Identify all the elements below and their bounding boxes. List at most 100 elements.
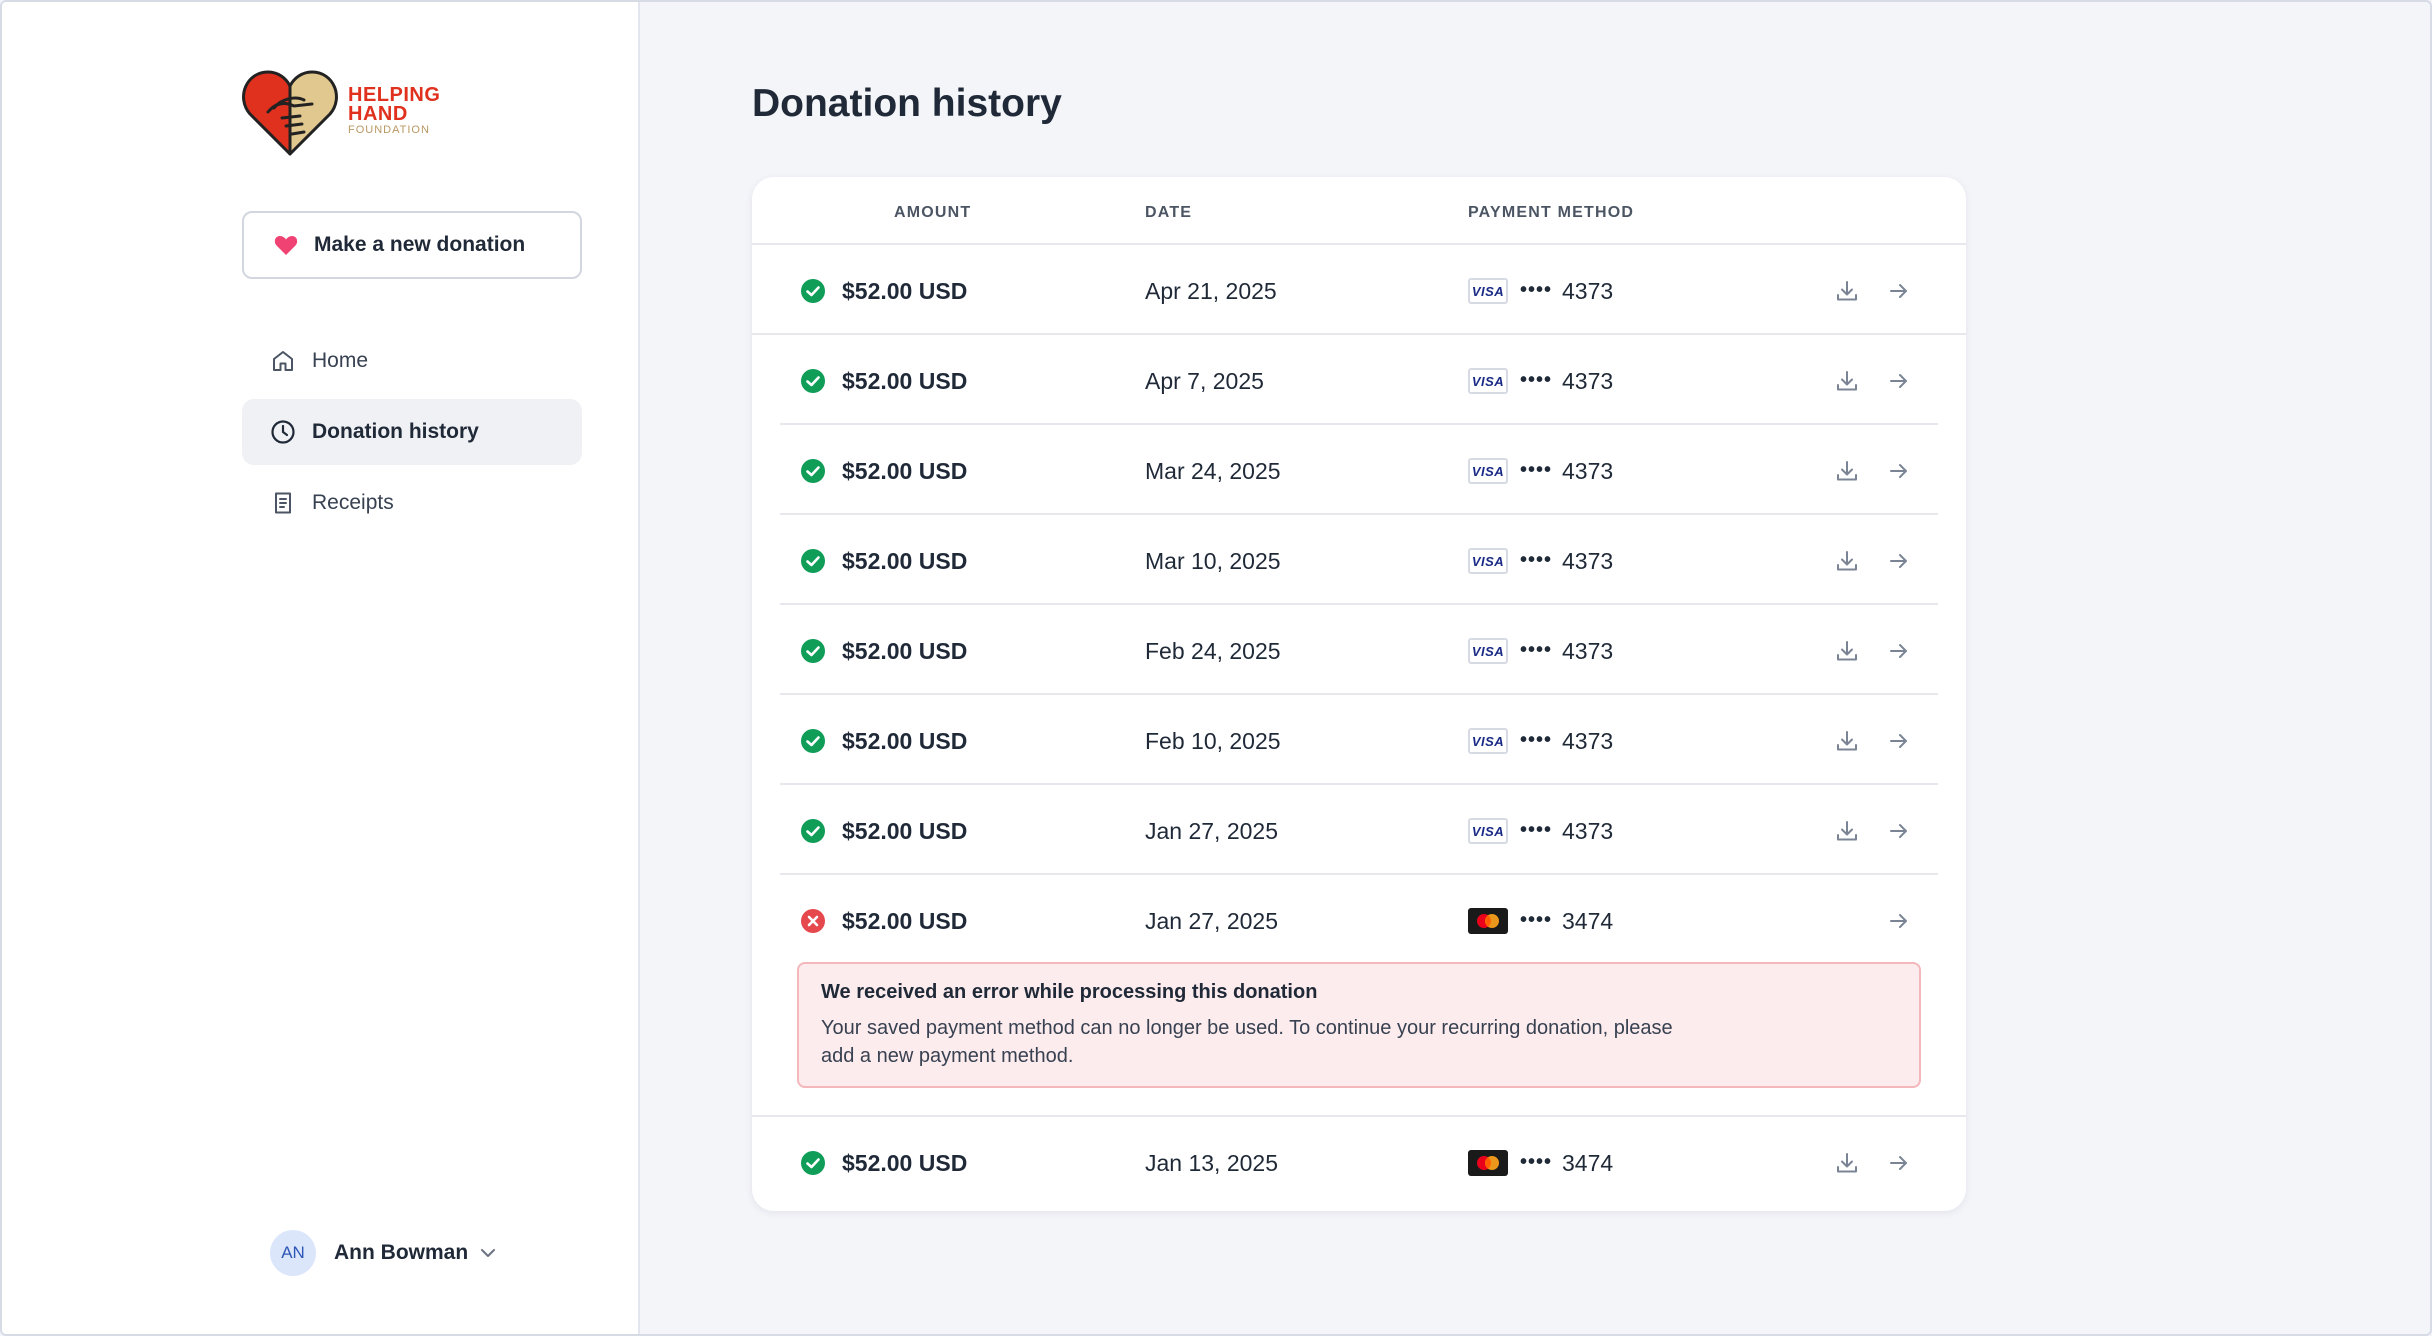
table-row[interactable]: $52.00 USD Jan 27, 2025 •••• 3474 <box>752 875 1966 1117</box>
column-header-amount: AMOUNT <box>894 204 972 221</box>
card-mask-dots: •••• <box>1520 819 1553 841</box>
donation-date: Apr 21, 2025 <box>1145 278 1277 304</box>
success-check-icon <box>801 819 825 843</box>
card-mask-dots: •••• <box>1520 369 1553 391</box>
table-row[interactable]: $52.00 USD Jan 27, 2025 VISA •••• 4373 <box>752 785 1966 875</box>
arrow-right-icon[interactable] <box>1886 1150 1912 1176</box>
table-row[interactable]: $52.00 USD Apr 7, 2025 VISA •••• 4373 <box>752 335 1966 425</box>
error-title: We received an error while processing th… <box>821 981 1318 1003</box>
table-row[interactable]: $52.00 USD Mar 10, 2025 VISA •••• 4373 <box>752 515 1966 605</box>
success-check-icon <box>801 459 825 483</box>
table-row[interactable]: $52.00 USD Mar 24, 2025 VISA •••• 4373 <box>752 425 1966 515</box>
donation-amount: $52.00 USD <box>842 1150 968 1176</box>
visa-card-icon: VISA <box>1468 548 1508 574</box>
arrow-right-icon[interactable] <box>1886 458 1912 484</box>
arrow-right-icon[interactable] <box>1886 368 1912 394</box>
card-mask-dots: •••• <box>1520 909 1553 931</box>
table-header: AMOUNT DATE PAYMENT METHOD <box>752 177 1966 245</box>
sidebar-item-home[interactable]: Home <box>242 328 582 394</box>
card-last-four: 4373 <box>1562 548 1614 574</box>
download-receipt-icon[interactable] <box>1834 368 1860 394</box>
error-message: Your saved payment method can no longer … <box>821 1017 1673 1067</box>
card-mask-dots: •••• <box>1520 459 1553 481</box>
user-menu[interactable]: AN Ann Bowman <box>270 1230 496 1276</box>
success-check-icon <box>801 279 825 303</box>
sidebar-item-receipts[interactable]: Receipts <box>242 470 582 536</box>
row-divider <box>780 873 1938 875</box>
heart-icon <box>274 236 298 255</box>
arrow-right-icon[interactable] <box>1886 548 1912 574</box>
table-row[interactable]: $52.00 USD Apr 21, 2025 VISA •••• 4373 <box>752 245 1966 335</box>
success-check-icon <box>801 729 825 753</box>
row-divider <box>780 783 1938 785</box>
card-mask-dots: •••• <box>1520 639 1553 661</box>
card-last-four: 4373 <box>1562 368 1614 394</box>
logo-wordmark: HELPING HAND FOUNDATION <box>348 85 440 137</box>
row-divider <box>780 603 1938 605</box>
sidebar-nav: Home Donation history Receipts <box>242 328 582 541</box>
make-donation-button[interactable]: Make a new donation <box>242 211 582 279</box>
arrow-right-icon[interactable] <box>1886 728 1912 754</box>
success-check-icon <box>801 639 825 663</box>
donation-amount: $52.00 USD <box>842 908 968 934</box>
visa-label: VISA <box>1471 373 1505 389</box>
arrow-right-icon[interactable] <box>1886 818 1912 844</box>
visa-card-icon: VISA <box>1468 278 1508 304</box>
arrow-right-icon[interactable] <box>1886 908 1912 934</box>
donation-date: Mar 24, 2025 <box>1145 458 1281 484</box>
arrow-right-icon[interactable] <box>1886 278 1912 304</box>
sidebar-item-label: Receipts <box>312 491 394 514</box>
sidebar: HELPING HAND FOUNDATION Make a new donat… <box>2 2 640 1334</box>
user-name: Ann Bowman <box>334 1241 469 1264</box>
heart-handshake-logo-icon <box>242 70 338 156</box>
row-divider <box>780 693 1938 695</box>
visa-label: VISA <box>1471 643 1505 659</box>
download-receipt-icon[interactable] <box>1834 548 1860 574</box>
visa-label: VISA <box>1471 733 1505 749</box>
download-receipt-icon[interactable] <box>1834 458 1860 484</box>
sidebar-item-donation-history[interactable]: Donation history <box>242 399 582 465</box>
column-header-payment-method: PAYMENT METHOD <box>1468 204 1635 221</box>
download-receipt-icon[interactable] <box>1834 728 1860 754</box>
error-alert: We received an error while processing th… <box>797 962 1921 1088</box>
avatar: AN <box>270 1230 316 1276</box>
download-receipt-icon[interactable] <box>1834 278 1860 304</box>
visa-card-icon: VISA <box>1468 458 1508 484</box>
download-receipt-icon[interactable] <box>1834 638 1860 664</box>
error-x-icon <box>801 909 825 933</box>
card-last-four: 4373 <box>1562 458 1614 484</box>
donation-date: Apr 7, 2025 <box>1145 368 1264 394</box>
arrow-right-icon[interactable] <box>1886 638 1912 664</box>
visa-card-icon: VISA <box>1468 368 1508 394</box>
visa-label: VISA <box>1471 553 1505 569</box>
donation-amount: $52.00 USD <box>842 278 968 304</box>
donation-date: Jan 13, 2025 <box>1145 1150 1279 1176</box>
card-mask-dots: •••• <box>1520 1151 1553 1173</box>
visa-label: VISA <box>1471 283 1505 299</box>
donation-amount: $52.00 USD <box>842 728 968 754</box>
download-receipt-icon[interactable] <box>1834 818 1860 844</box>
make-donation-label: Make a new donation <box>314 233 526 256</box>
card-last-four: 4373 <box>1562 278 1614 304</box>
mastercard-icon <box>1468 908 1508 934</box>
download-receipt-icon[interactable] <box>1834 1150 1860 1176</box>
logo-line-3: FOUNDATION <box>348 124 430 136</box>
visa-card-icon: VISA <box>1468 818 1508 844</box>
clock-icon <box>270 419 296 445</box>
receipt-icon <box>270 490 296 516</box>
card-last-four: 4373 <box>1562 728 1614 754</box>
card-mask-dots: •••• <box>1520 729 1553 751</box>
page-title: Donation history <box>752 82 1062 125</box>
sidebar-item-label: Donation history <box>312 420 479 443</box>
card-last-four: 4373 <box>1562 638 1614 664</box>
table-row[interactable]: $52.00 USD Jan 13, 2025 •••• 3474 <box>752 1117 1966 1207</box>
visa-card-icon: VISA <box>1468 638 1508 664</box>
table-row[interactable]: $52.00 USD Feb 24, 2025 VISA •••• 4373 <box>752 605 1966 695</box>
helping-hand-logo[interactable]: HELPING HAND FOUNDATION <box>242 68 462 158</box>
home-icon <box>270 348 296 374</box>
donation-history-table: AMOUNT DATE PAYMENT METHOD $52.00 USD Apr… <box>752 177 1966 1211</box>
card-last-four: 3474 <box>1562 908 1614 934</box>
donation-date: Feb 24, 2025 <box>1145 638 1281 664</box>
table-row[interactable]: $52.00 USD Feb 10, 2025 VISA •••• 4373 <box>752 695 1966 785</box>
